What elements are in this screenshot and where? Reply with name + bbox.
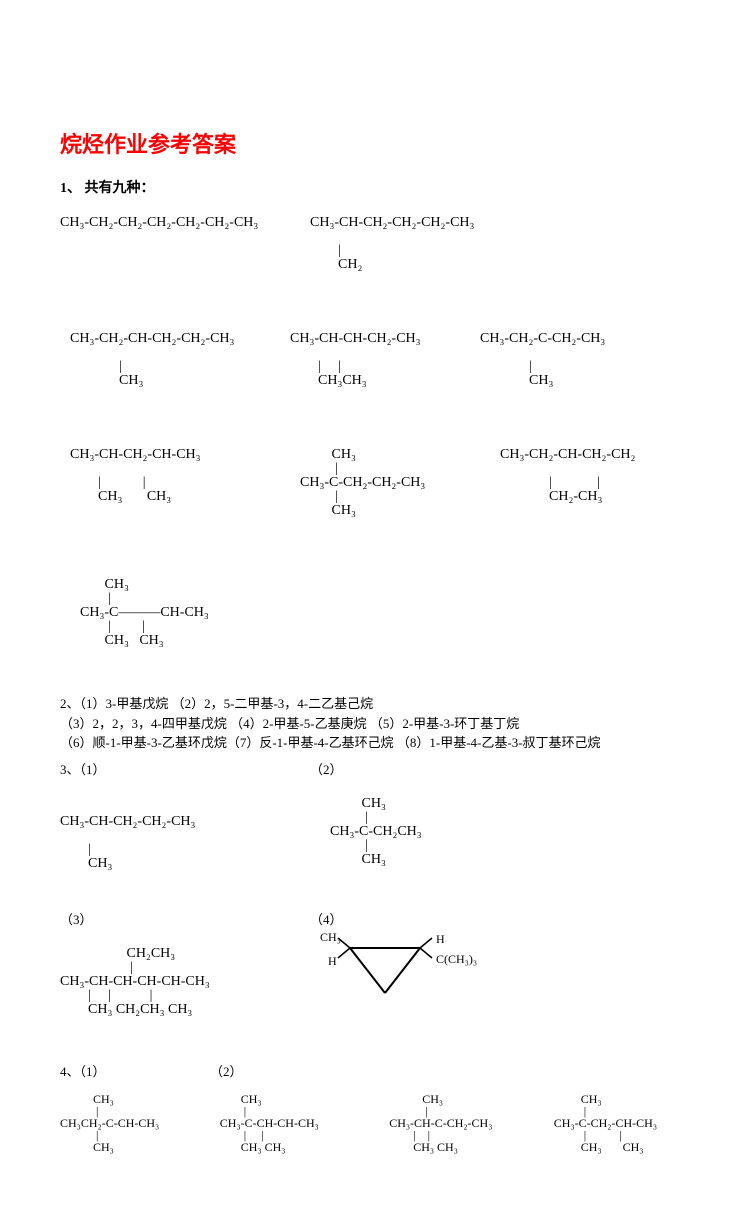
q3-label: 3、（1） — [60, 761, 310, 779]
tri-label-tr: H — [436, 933, 445, 946]
q1-row-4: CH₃ | CH₃-C———CH-CH₃ | | CH₃ CH₃ — [60, 564, 677, 684]
tri-label-tl: CH₃ — [320, 933, 341, 944]
document-title: 烷烃作业参考答案 — [60, 130, 677, 161]
q3-part3-label: （3） — [60, 911, 310, 929]
q1-row-2: CH₃-CH₂-CH-CH₂-CH₂-CH₃ | CH₃ CH₃-CH-CH-C… — [60, 318, 677, 424]
q1-struct-9: CH₃ | CH₃-C———CH-CH₃ | | CH₃ CH₃ — [80, 564, 209, 676]
q1-struct-8: CH₃-CH₂-CH-CH₂-CH₂ | | CH₂-CH₃ — [500, 434, 635, 546]
q1-struct-4: CH₃-CH-CH-CH₂-CH₃ | | CH₃CH₃ — [290, 318, 460, 416]
q3-part2-label: （2） — [310, 761, 343, 779]
q2-text: 2、（1）3-甲基戊烷 （2）2，5-二甲基-3，4-二乙基己烷 （3）2，2，… — [60, 694, 677, 753]
q1-struct-3: CH₃-CH₂-CH-CH₂-CH₂-CH₃ | CH₃ — [70, 318, 270, 416]
q1-struct-5: CH₃-CH₂-C-CH₂-CH₃ | CH₃ — [480, 318, 605, 416]
q4-part1-label: （1） — [80, 1064, 106, 1079]
q4-struct-1: CH₃ | CH₃CH₂-C-CH-CH₃ | CH₃ — [60, 1081, 200, 1177]
tri-label-bl: H — [328, 954, 337, 968]
q1-struct-7: CH₃ | CH₃-C-CH₂-CH₂-CH₃ | CH₃ — [300, 434, 480, 546]
q3-struct-2: CH₃ | CH₃-C-CH₂CH₃ | CH₃ — [330, 783, 422, 899]
q4-part2-label: （2） — [210, 1064, 243, 1079]
q4-label: 4、 — [60, 1064, 80, 1079]
q3-part4-label: （4） — [310, 911, 480, 929]
q3-section: 3、（1） （2） CH₃-CH-CH₂-CH₂-CH₃ | CH₃ CH₃ |… — [60, 761, 677, 1053]
q3-struct-3: CH₂CH₃ | CH₃-CH-CH-CH-CH-CH₃ | | | CH₃ C… — [60, 933, 290, 1045]
q1-struct-6: CH₃-CH-CH₂-CH-CH₃ | | CH₃ CH₃ — [70, 434, 280, 546]
q4-struct-2: CH₃ | CH₃-C-CH-CH-CH₃ | | CH₃ CH₃ — [220, 1081, 369, 1177]
q4-struct-3b: CH₃ | CH₃-C-CH₂-CH-CH₃ | | CH₃ CH₃ — [554, 1081, 657, 1177]
q1-struct-1: CH₃-CH₂-CH₂-CH₂-CH₂-CH₂-CH₃ — [60, 202, 290, 300]
q4-struct-3a: CH₃ | CH₃-CH-C-CH₂-CH₃ | | CH₃ CH₃ — [389, 1081, 534, 1177]
q1-label: 1、 共有九种： — [60, 179, 677, 199]
q1-row-1: CH₃-CH₂-CH₂-CH₂-CH₂-CH₂-CH₃ CH₃-CH-CH₂-C… — [60, 202, 677, 308]
q1-struct-2: CH₃-CH-CH₂-CH₂-CH₂-CH₃ | CH₂ — [310, 202, 474, 300]
q3-struct-1: CH₃-CH-CH₂-CH₂-CH₃ | CH₃ — [60, 801, 310, 899]
q4-section: 4、（1） （2） CH₃ | CH₃CH₂-C-CH-CH₃ | CH₃ CH… — [60, 1063, 677, 1185]
page-content: 烷烃作业参考答案 1、 共有九种： CH₃-CH₂-CH₂-CH₂-CH₂-CH… — [0, 0, 737, 1225]
tri-label-br: C(CH₃)₃ — [436, 952, 477, 966]
q1-row-3: CH₃-CH-CH₂-CH-CH₃ | | CH₃ CH₃ CH₃ | CH₃-… — [60, 434, 677, 554]
cyclopropane-diagram: CH₃ H H C(CH₃)₃ — [310, 933, 480, 1013]
